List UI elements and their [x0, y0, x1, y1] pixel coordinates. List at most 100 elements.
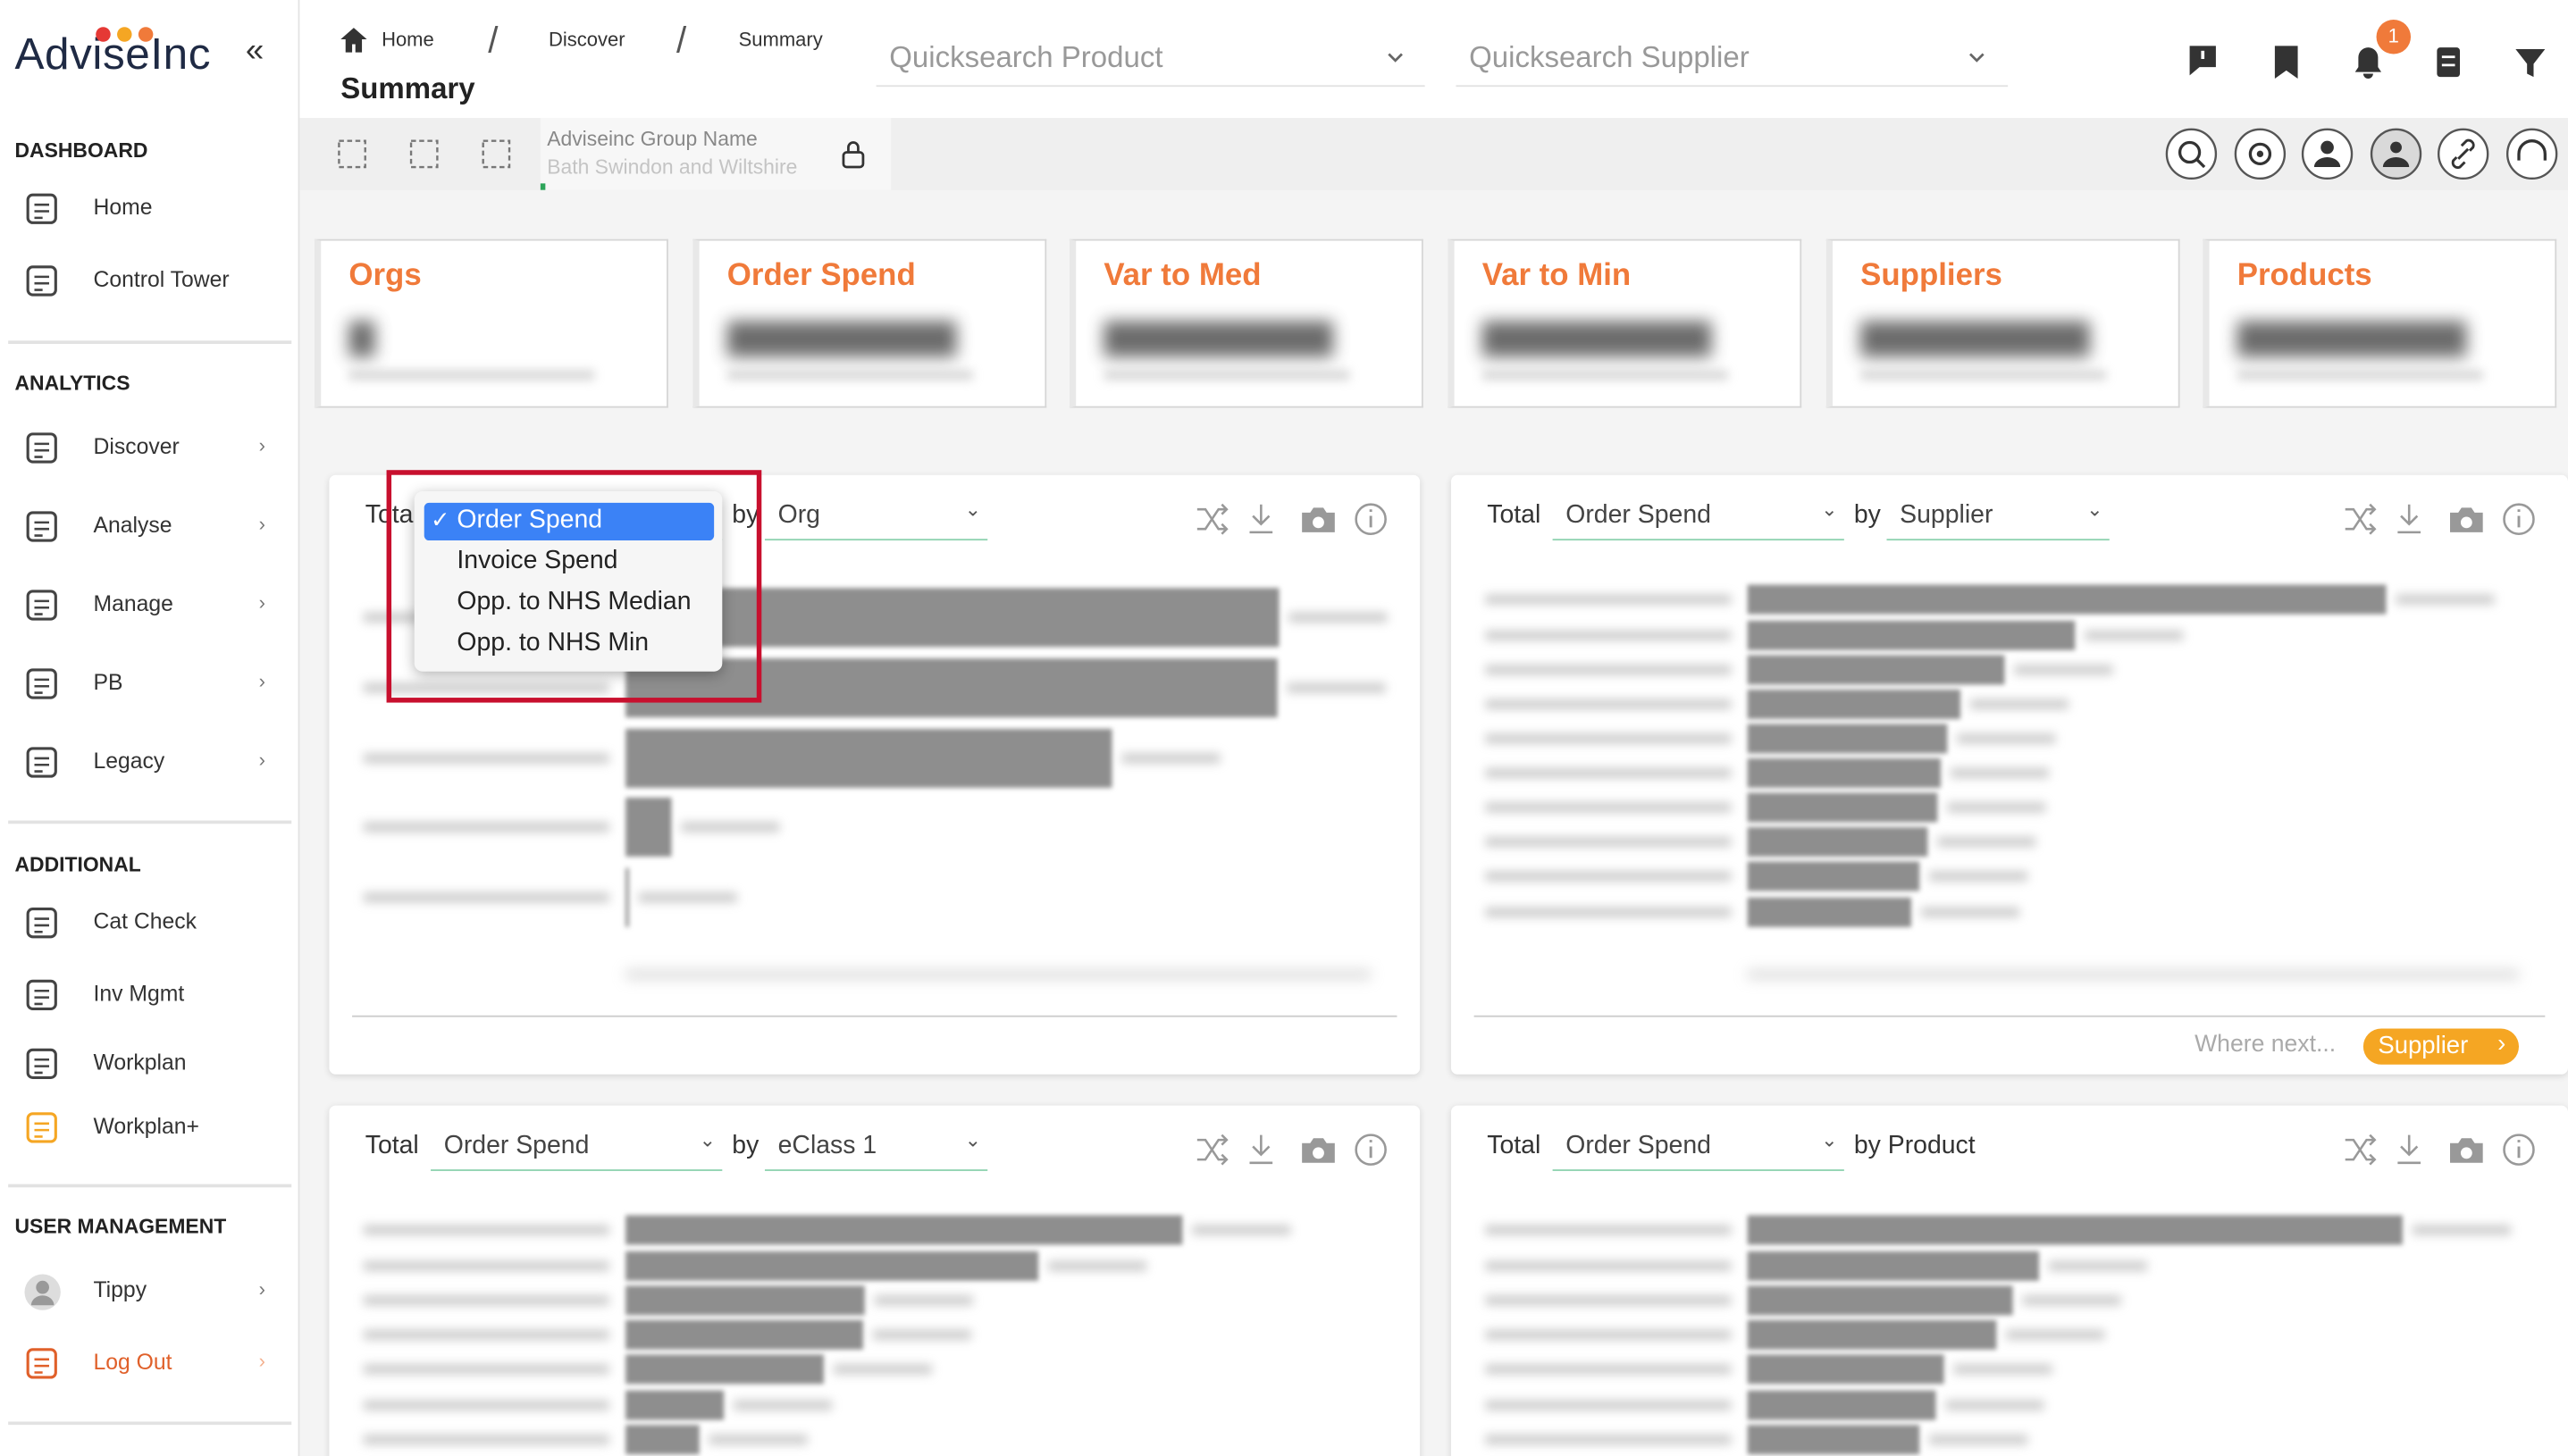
sidebar-divider [8, 1421, 292, 1426]
panel-icons-svg [2345, 503, 2535, 536]
group-box [540, 118, 892, 190]
nav-icon-svg [26, 265, 57, 297]
shape [1196, 503, 1229, 535]
panel-icons[interactable] [2342, 1130, 2555, 1169]
nav-item[interactable]: Workplan [93, 1050, 187, 1075]
shape [26, 265, 57, 297]
blurred-value [1957, 733, 2056, 744]
shape [1313, 516, 1324, 529]
blurred-value [1969, 699, 2069, 709]
blurred-value [734, 1400, 833, 1410]
blurred-value [2412, 1225, 2511, 1235]
search-product[interactable] [876, 33, 1425, 88]
blurred-value [872, 1329, 971, 1340]
shape [34, 1358, 49, 1374]
nav-item[interactable]: Log Out [93, 1349, 172, 1375]
dimension-select[interactable]: eClass 1 [764, 1132, 988, 1171]
blurred-value [1953, 1364, 2052, 1375]
nav-icon [23, 1344, 63, 1384]
dimension-select[interactable]: Org [764, 501, 988, 541]
blurred-value [1950, 767, 2049, 778]
shape [2397, 1134, 2421, 1165]
dropdown-option[interactable]: Opp. to NHS Min [457, 629, 650, 657]
blurred-label [363, 1260, 609, 1271]
logo-dots [96, 27, 154, 42]
shape [34, 442, 49, 458]
header-icons[interactable] [2178, 23, 2555, 88]
chevron: › [258, 512, 265, 536]
blurred-label [1485, 630, 1732, 640]
breadcrumb[interactable]: Discover [549, 28, 625, 51]
toolbar-icons[interactable] [336, 138, 525, 173]
blurred-bar [625, 1285, 865, 1316]
sidebar-heading: ANALYTICS [14, 372, 130, 395]
shape [2460, 516, 2472, 529]
shape [26, 908, 57, 939]
nav-item[interactable]: Home [93, 195, 153, 220]
sidebar-heading: DASHBOARD [14, 138, 148, 163]
blurred-value [1947, 802, 2046, 813]
nav-item[interactable]: Cat Check [93, 908, 197, 934]
nav-item[interactable]: Control Tower [93, 266, 230, 292]
nav-icon [23, 262, 63, 301]
sidebar-divider [8, 340, 292, 345]
kpi-subtext-blurred [1104, 370, 1350, 381]
panel-icons[interactable] [1194, 1130, 1406, 1169]
chart-panel [329, 1105, 1421, 1456]
nav-item[interactable]: PB [93, 669, 123, 695]
blurred-bar [625, 728, 1112, 788]
blurred-value [2014, 665, 2113, 675]
blurred-label [363, 1295, 609, 1306]
blurred-bar [625, 588, 1280, 648]
blurred-value [2022, 1295, 2121, 1306]
blurred-value [1121, 753, 1221, 764]
shape [34, 1058, 49, 1075]
group-indicator [540, 183, 546, 190]
blurred-bar [625, 797, 672, 857]
nav-item[interactable]: Discover [93, 433, 180, 459]
dimension-select[interactable]: Supplier [1886, 501, 2110, 541]
dropdown-option[interactable]: Opp. to NHS Median [457, 588, 692, 616]
select-chevron: ⌄ [1821, 1128, 1838, 1151]
breadcrumb-separator: / [488, 20, 499, 61]
nav-icon-svg [26, 193, 57, 224]
nav-icon [23, 1045, 63, 1084]
dropdown-option[interactable]: Order Spend [457, 506, 603, 534]
breadcrumb-separator: / [676, 20, 687, 61]
next-button[interactable]: Supplier [2362, 1028, 2520, 1065]
blurred-bar [1747, 757, 1941, 788]
nav-item[interactable]: Analyse [93, 512, 172, 538]
nav-item[interactable]: Legacy [93, 748, 165, 774]
dropdown-option[interactable]: Invoice Spend [457, 547, 618, 575]
breadcrumb[interactable]: Summary [738, 28, 823, 51]
group-label: Adviseinc Group Name [547, 128, 758, 151]
search-supplier[interactable] [1456, 33, 2009, 88]
panel-icons[interactable] [2342, 499, 2555, 539]
measure-select[interactable]: Order Spend [1552, 1132, 1844, 1171]
kpi-value-blurred [1104, 321, 1333, 357]
kpi-title: Suppliers [1860, 258, 2002, 294]
nav-item[interactable]: Inv Mgmt [93, 981, 185, 1006]
breadcrumb[interactable]: Home [382, 28, 434, 51]
blurred-bar [625, 1390, 725, 1420]
shape [1313, 1147, 1324, 1159]
nav-icon-svg [26, 511, 57, 542]
nav-icon-svg [26, 908, 57, 939]
nav-icon [23, 507, 63, 547]
blurred-value [2396, 594, 2495, 605]
measure-select[interactable]: Order Spend [431, 1132, 723, 1171]
home-icon [340, 28, 367, 53]
nav-item[interactable]: Tippy [93, 1277, 147, 1302]
nav-item[interactable]: Manage [93, 590, 173, 616]
collapse-button[interactable]: « [245, 32, 264, 70]
kpi-value-blurred [1481, 321, 1712, 357]
shape [26, 590, 57, 621]
toolbar-round-icons[interactable] [2161, 124, 2568, 183]
panel-icons[interactable] [1194, 499, 1406, 539]
nav-icon [23, 190, 63, 230]
measure-select[interactable]: Order Spend [1552, 501, 1844, 541]
nav-item[interactable]: Workplan+ [93, 1113, 200, 1139]
where-next-label: Where next... [2195, 1032, 2337, 1059]
by-label: by [732, 501, 759, 530]
lock-icon[interactable] [840, 139, 866, 169]
